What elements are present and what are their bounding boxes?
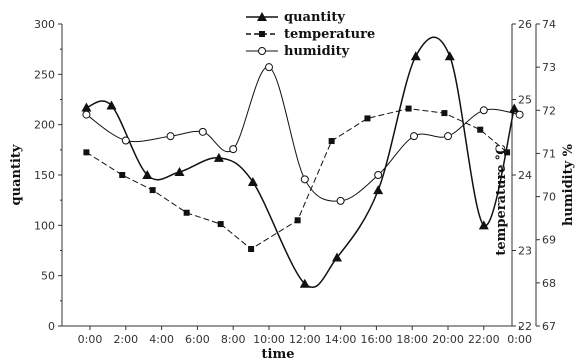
legend-marker-humidity bbox=[258, 47, 266, 55]
data-point-humidity bbox=[265, 63, 273, 72]
legend-label-humidity: humidity bbox=[284, 44, 350, 59]
data-point-quantity bbox=[410, 51, 421, 61]
data-point-humidity bbox=[229, 145, 238, 154]
data-point-quantity bbox=[247, 177, 258, 187]
data-point-humidity bbox=[300, 175, 309, 184]
left-tick-label: 50 bbox=[41, 270, 55, 283]
humidity-tick-label: 71 bbox=[542, 147, 556, 160]
data-point-temperature bbox=[504, 149, 511, 156]
legend-marker-quantity bbox=[257, 12, 267, 21]
data-point-humidity bbox=[409, 132, 418, 141]
right-axis-temperature-title: temperature ℃ bbox=[494, 144, 509, 255]
data-point-quantity bbox=[106, 100, 117, 110]
data-point-quantity bbox=[142, 170, 153, 179]
humidity-tick-label: 67 bbox=[542, 320, 556, 333]
x-tick-label: 8:00 bbox=[221, 333, 246, 346]
temperature-tick-label: 24 bbox=[518, 169, 532, 182]
x-tick-label: 0:00 bbox=[507, 333, 532, 346]
humidity-tick-label: 72 bbox=[542, 104, 556, 117]
data-point-temperature bbox=[294, 217, 301, 224]
x-tick-label: 12:00 bbox=[289, 333, 321, 346]
data-point-temperature bbox=[328, 138, 335, 145]
data-point-quantity bbox=[509, 103, 520, 113]
left-tick-label: 0 bbox=[48, 320, 55, 333]
data-point-humidity bbox=[444, 132, 452, 141]
legend-marker-temperature bbox=[259, 31, 265, 37]
x-tick-label: 2:00 bbox=[113, 333, 138, 346]
data-point-temperature bbox=[477, 126, 484, 133]
humidity-tick-label: 74 bbox=[542, 18, 556, 31]
temperature-tick-label: 25 bbox=[518, 94, 532, 107]
data-point-temperature bbox=[183, 209, 190, 216]
data-point-quantity bbox=[332, 252, 343, 262]
data-point-temperature bbox=[441, 110, 448, 117]
data-point-temperature bbox=[119, 172, 126, 178]
data-point-humidity bbox=[82, 110, 91, 119]
data-point-temperature bbox=[405, 105, 412, 112]
data-point-humidity bbox=[336, 196, 345, 205]
left-axis-title: quantity bbox=[9, 144, 24, 205]
temperature-tick-label: 23 bbox=[518, 245, 532, 258]
data-point-quantity bbox=[213, 152, 224, 162]
data-point-quantity bbox=[373, 185, 384, 195]
humidity-tick-label: 68 bbox=[542, 277, 556, 290]
x-tick-label: 4:00 bbox=[149, 333, 174, 346]
right-axis-humidity-title: humidity % bbox=[561, 143, 576, 226]
data-point-quantity bbox=[174, 166, 185, 176]
data-point-humidity bbox=[515, 110, 524, 119]
x-tick-label: 0:00 bbox=[78, 333, 103, 346]
x-tick-label: 6:00 bbox=[185, 333, 210, 346]
data-point-humidity bbox=[121, 136, 130, 145]
left-tick-label: 200 bbox=[34, 119, 55, 132]
data-point-temperature bbox=[149, 187, 156, 194]
data-point-quantity bbox=[444, 51, 455, 61]
temperature-tick-label: 22 bbox=[518, 320, 532, 333]
data-point-quantity bbox=[299, 278, 310, 288]
left-tick-label: 150 bbox=[34, 169, 55, 182]
data-point-temperature bbox=[364, 115, 371, 122]
data-point-humidity bbox=[374, 171, 383, 179]
x-tick-label: 10:00 bbox=[253, 333, 285, 346]
legend: quantity temperature humidity bbox=[246, 10, 375, 59]
left-tick-label: 300 bbox=[34, 18, 55, 31]
x-tick-label: 22:00 bbox=[468, 333, 500, 346]
x-tick-label: 16:00 bbox=[361, 333, 393, 346]
left-tick-label: 100 bbox=[34, 219, 55, 232]
data-point-temperature bbox=[83, 149, 90, 156]
data-point-temperature bbox=[217, 221, 224, 228]
ticks-layer: 0 50 100 150 200 250 300 22 23 24 25 26 67 68 69 70 71 72… bbox=[34, 18, 556, 346]
left-tick-label: 250 bbox=[34, 68, 55, 81]
data-point-humidity bbox=[479, 106, 488, 115]
humidity-tick-label: 73 bbox=[542, 61, 556, 74]
data-point-humidity bbox=[166, 132, 175, 141]
series-line-quantity bbox=[86, 36, 515, 288]
humidity-tick-label: 70 bbox=[542, 191, 556, 204]
x-tick-label: 20:00 bbox=[432, 333, 464, 346]
legend-label-temperature: temperature bbox=[284, 27, 375, 42]
data-point-humidity bbox=[198, 127, 207, 136]
data-point-quantity bbox=[81, 102, 92, 112]
data-point-quantity bbox=[478, 220, 489, 230]
x-tick-label: 14:00 bbox=[325, 333, 357, 346]
humidity-tick-label: 69 bbox=[542, 234, 556, 247]
legend-label-quantity: quantity bbox=[284, 10, 345, 25]
temperature-tick-label: 26 bbox=[518, 18, 532, 31]
data-point-temperature bbox=[248, 245, 255, 252]
x-tick-label: 18:00 bbox=[396, 333, 428, 346]
series-layer bbox=[81, 36, 524, 288]
x-axis-title: time bbox=[262, 347, 295, 362]
